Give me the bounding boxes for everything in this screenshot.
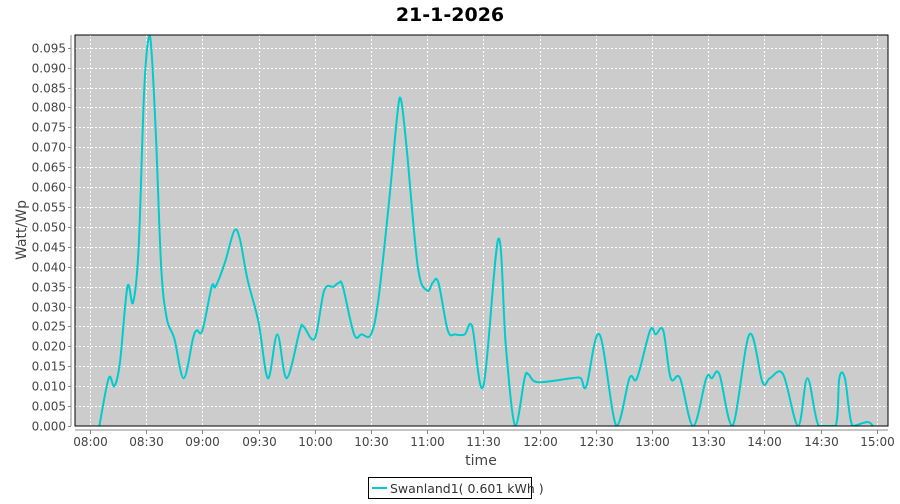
y-tick-label: 0.055	[32, 201, 66, 215]
series-lines	[98, 35, 874, 426]
x-tick-label: 13:30	[691, 435, 726, 449]
x-tick-label: 09:00	[185, 435, 220, 449]
legend-box	[368, 477, 532, 499]
y-tick-label: 0.035	[32, 281, 66, 295]
x-tick-label: 09:30	[242, 435, 277, 449]
x-tick-label: 14:30	[804, 435, 839, 449]
plot-area	[75, 35, 888, 426]
y-tick-label: 0.070	[32, 141, 66, 155]
x-tick-label: 13:00	[635, 435, 670, 449]
x-tick-label: 10:30	[354, 435, 389, 449]
legend-label: Swanland1( 0.601 kWh )	[390, 481, 544, 496]
y-tick-label: 0.030	[32, 301, 66, 315]
x-axis-label: time	[465, 453, 497, 469]
y-tick-label: 0.080	[32, 101, 66, 115]
plot-border	[74, 34, 889, 427]
x-tick-label: 15:00	[860, 435, 895, 449]
x-tick-label: 08:30	[129, 435, 164, 449]
y-tick-label: 0.085	[32, 82, 66, 96]
y-tick-label: 0.025	[32, 320, 66, 334]
y-tick-label: 0.050	[32, 221, 66, 235]
x-axis: 08:00 08:30 09:00 09:30 10:00 10:30 11:00 11:30…	[73, 430, 895, 449]
y-tick-label: 0.060	[32, 181, 66, 195]
y-tick-label: 0.020	[32, 340, 66, 354]
y-axis: 0.000 0.005 0.010 0.015 0.020 0.025 0.030 0.035…	[32, 42, 71, 434]
y-tick-label: 0.065	[32, 161, 66, 175]
y-tick-label: 0.005	[32, 400, 66, 414]
y-tick-label: 0.040	[32, 261, 66, 275]
y-tick-label: 0.000	[32, 420, 66, 434]
chart-title: 21-1-2026	[396, 4, 504, 26]
x-tick-label: 12:00	[523, 435, 558, 449]
y-tick-label: 0.010	[32, 380, 66, 394]
y-tick-label: 0.015	[32, 360, 66, 374]
x-tick-label: 10:00	[298, 435, 333, 449]
legend: Swanland1( 0.601 kWh )	[368, 477, 544, 499]
series-line-0	[98, 35, 874, 426]
y-tick-label: 0.045	[32, 241, 66, 255]
y-tick-label: 0.075	[32, 121, 66, 135]
x-tick-label: 11:00	[410, 435, 445, 449]
grid	[75, 35, 888, 426]
x-tick-label: 08:00	[73, 435, 108, 449]
x-tick-label: 14:00	[747, 435, 782, 449]
y-tick-label: 0.090	[32, 62, 66, 76]
y-axis-label: Watt/Wp	[14, 200, 30, 260]
x-tick-label: 11:30	[466, 435, 501, 449]
y-tick-label: 0.095	[32, 42, 66, 56]
x-tick-label: 12:30	[579, 435, 614, 449]
